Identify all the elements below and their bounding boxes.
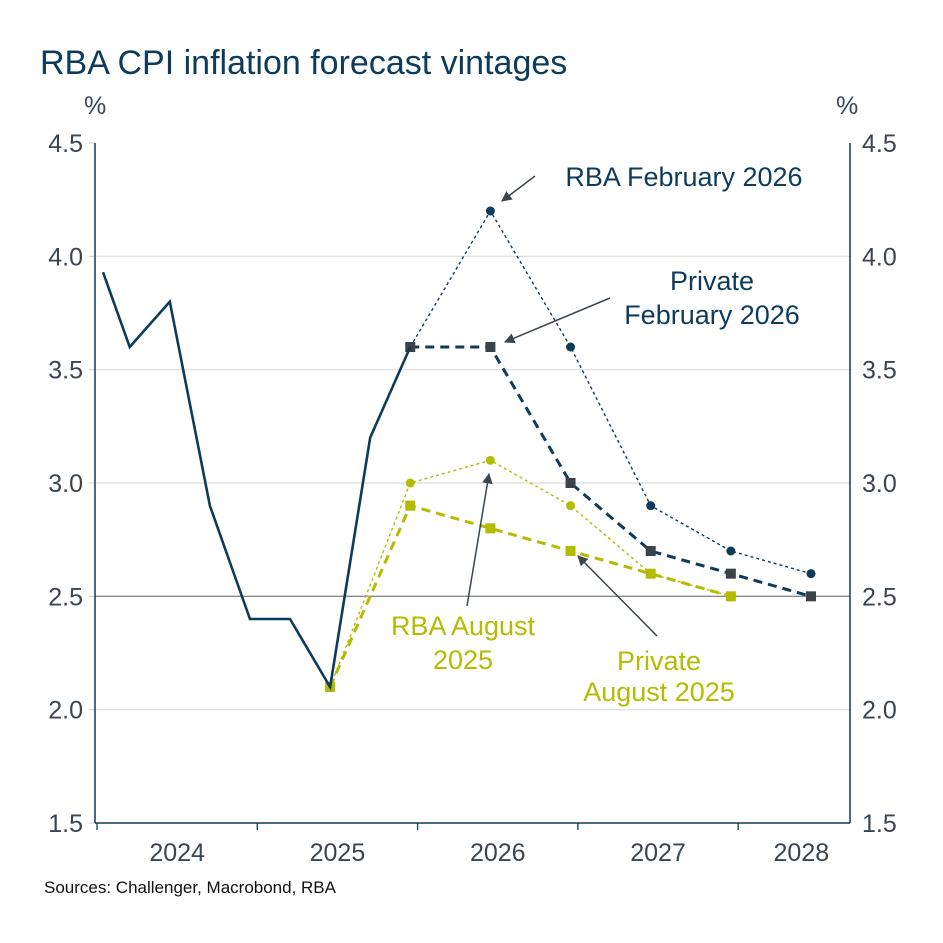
y-tick-label-left: 2.0 — [48, 697, 83, 725]
annotation-label: 2025 — [433, 645, 493, 675]
y-tick-label-left: 3.5 — [48, 357, 83, 385]
y-tick-label-left: 3.0 — [48, 470, 83, 498]
y-tick-label-right: 4.0 — [862, 243, 897, 271]
annotation-private-february-2026: Private February 2026 — [504, 266, 800, 344]
data-point — [485, 342, 496, 352]
x-tick-label: 2026 — [470, 839, 526, 867]
data-point — [566, 501, 576, 511]
annotation-arrow — [501, 175, 536, 202]
x-tick-label: 2025 — [310, 839, 366, 867]
series-line — [328, 503, 732, 688]
y-tick-label-left: 2.5 — [48, 583, 83, 611]
annotation-rba-february-2026: RBA February 2026 — [501, 162, 803, 202]
source-note: Sources: Challenger, Macrobond, RBA — [44, 878, 337, 897]
data-point — [485, 455, 495, 465]
y-tick-label-left: 4.0 — [48, 243, 83, 271]
y-tick-label-right: 2.5 — [862, 583, 897, 611]
series-line — [409, 209, 812, 575]
annotation-arrow — [577, 555, 658, 637]
data-point — [565, 546, 576, 556]
x-tick-label: 2027 — [630, 839, 686, 867]
data-point — [485, 523, 496, 534]
data-point — [806, 591, 817, 602]
annotation-label: RBA February 2026 — [565, 162, 802, 192]
y-axis-label-right: % — [836, 92, 858, 120]
data-point — [645, 568, 656, 579]
y-tick-label-right: 1.5 — [862, 810, 897, 838]
annotation-label: February 2026 — [624, 300, 800, 330]
y-tick-label-right: 2.0 — [862, 697, 897, 725]
data-point — [565, 478, 576, 488]
annotation-arrow — [504, 297, 611, 344]
series-line — [410, 345, 812, 598]
y-axis-label-left: % — [84, 92, 106, 120]
series-line — [329, 459, 732, 688]
series-line — [101, 271, 412, 691]
series-actual — [101, 271, 412, 691]
data-point — [726, 546, 736, 556]
y-tick-label-right: 4.5 — [862, 130, 897, 158]
data-point — [485, 206, 495, 216]
data-point — [646, 501, 656, 511]
data-point — [725, 568, 736, 579]
y-tick-label-left: 1.5 — [48, 810, 83, 838]
y-tick-label-right: 3.5 — [862, 357, 897, 385]
annotation-arrow — [466, 472, 493, 607]
data-point — [806, 569, 816, 579]
y-tick-label-right: 3.0 — [862, 470, 897, 498]
annotation-label: Private — [670, 266, 754, 296]
annotation-rba-august-2025: RBA August 2025 — [391, 472, 536, 675]
data-point — [725, 591, 736, 602]
data-point — [405, 478, 415, 488]
data-point — [645, 546, 656, 556]
y-tick-label-left: 4.5 — [48, 130, 83, 158]
data-point — [566, 342, 576, 352]
x-tick-label: 2028 — [774, 839, 830, 867]
annotation-label: August 2025 — [583, 677, 735, 707]
x-tick-label: 2024 — [149, 839, 205, 867]
chart-title: RBA CPI inflation forecast vintages — [40, 44, 567, 82]
data-point — [405, 500, 416, 511]
annotation-label: Private — [617, 646, 701, 676]
annotation-label: RBA August — [391, 611, 536, 641]
